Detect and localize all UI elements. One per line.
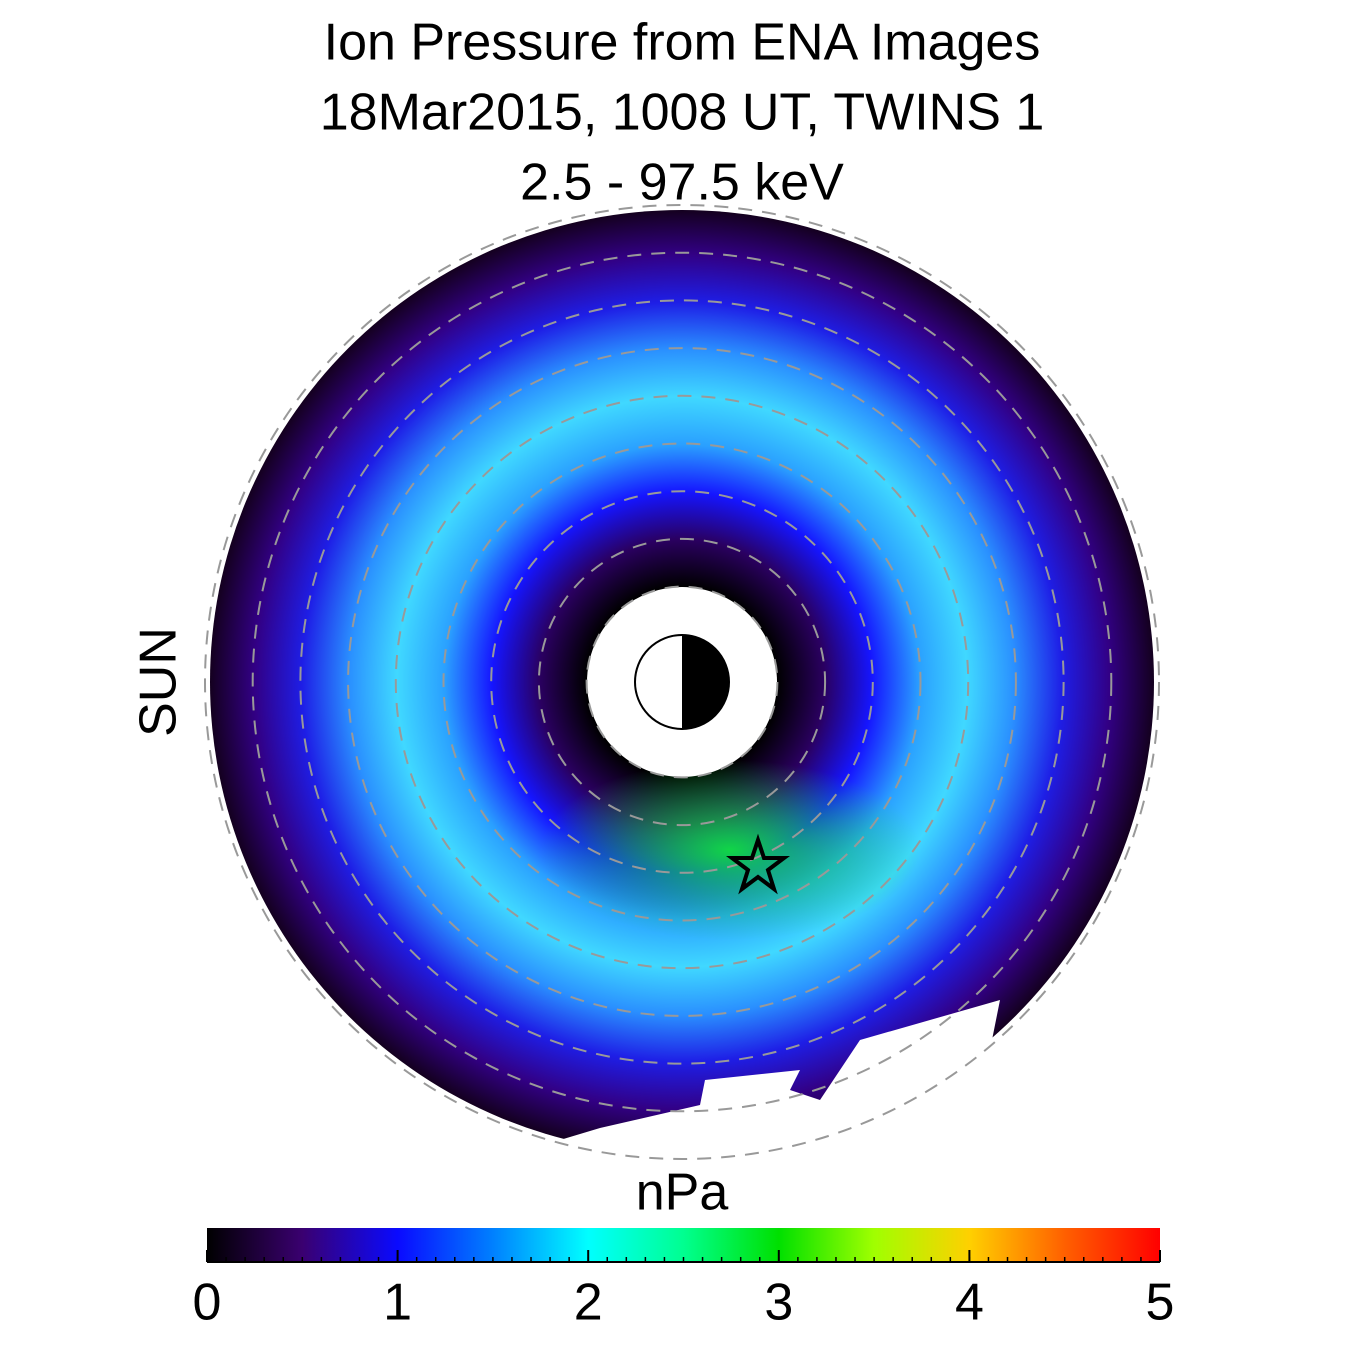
earth-night xyxy=(682,635,729,729)
tick-label: 0 xyxy=(193,1274,222,1332)
pressure-peak xyxy=(540,760,920,940)
distance-ring xyxy=(585,585,779,779)
title-line: 2.5 - 97.5 keV xyxy=(520,154,844,212)
title-line: 18Mar2015, 1008 UT, TWINS 1 xyxy=(320,84,1045,142)
tick-label: 1 xyxy=(383,1274,412,1332)
title: Ion Pressure from ENA Images 18Mar2015, … xyxy=(320,14,1045,212)
colorbar xyxy=(207,1228,1160,1262)
title-line: Ion Pressure from ENA Images xyxy=(324,14,1041,72)
star-marker xyxy=(726,833,790,895)
tick-label: 2 xyxy=(574,1274,603,1332)
tick-label: 3 xyxy=(764,1274,793,1332)
distance-ring xyxy=(442,442,922,922)
colorbar-label: nPa xyxy=(636,1164,729,1222)
distance-ring xyxy=(347,347,1017,1017)
earth xyxy=(634,634,730,730)
distance-rings xyxy=(204,204,1160,1160)
distance-ring xyxy=(204,204,1160,1160)
distance-ring xyxy=(490,490,874,874)
sun-label: SUN xyxy=(130,627,188,737)
distance-ring xyxy=(251,251,1113,1113)
distance-ring xyxy=(537,537,827,827)
distance-ring xyxy=(394,394,970,970)
no-data-region xyxy=(400,1000,1000,1200)
tick-label: 4 xyxy=(955,1274,984,1332)
colorbar-axis: 0 1 2 3 4 5 xyxy=(193,1250,1175,1332)
tick-label: 5 xyxy=(1146,1274,1175,1332)
distance-ring xyxy=(299,299,1065,1065)
